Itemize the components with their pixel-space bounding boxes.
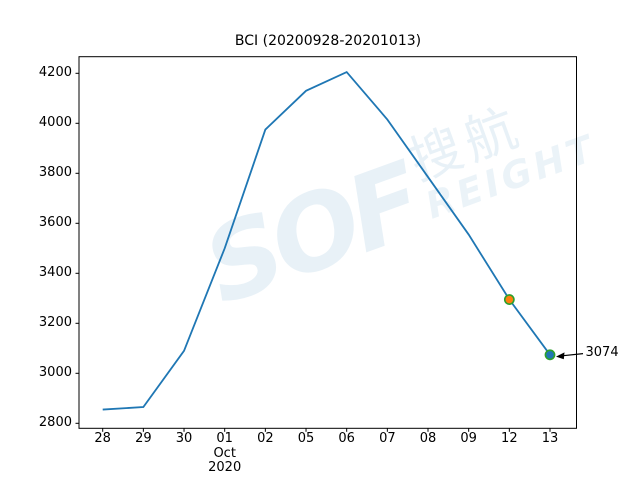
- annotation-arrow-line: [561, 353, 584, 357]
- y-tick-label: 3000: [38, 365, 72, 381]
- annotation-arrowhead: [556, 352, 565, 360]
- y-tick-label: 3800: [38, 165, 72, 181]
- y-tick-label: 4000: [38, 115, 72, 131]
- y-tick-label: 3600: [38, 215, 72, 231]
- x-tick-label: 30: [175, 431, 193, 446]
- y-tick-label: 2800: [38, 415, 72, 431]
- x-tick-label: 05: [297, 431, 315, 446]
- y-tick-label: 3200: [38, 315, 72, 331]
- x-tick-label: 12: [501, 431, 518, 446]
- x-tick-label: 07: [379, 431, 396, 446]
- y-tick-label: 4200: [38, 65, 72, 81]
- bci-line: [102, 70, 551, 411]
- highlight-marker: [544, 349, 556, 361]
- axes-frame: [78, 56, 577, 429]
- highlight-marker: [503, 294, 515, 305]
- x-tick-label: 09: [460, 431, 477, 446]
- x-tick-label: 29: [135, 431, 152, 446]
- x-tick-label: 06: [338, 431, 355, 446]
- x-tick-label: 08: [419, 431, 437, 446]
- x-tick-label: 13: [541, 431, 559, 446]
- chart-title: BCI (20200928-20201013): [234, 33, 422, 49]
- x-tick-label: 28: [94, 431, 111, 446]
- annotation-label: 3074: [585, 344, 619, 360]
- x-tick-label: 01 Oct 2020: [208, 431, 242, 475]
- y-tick-label: 3400: [38, 265, 72, 281]
- x-tick-label: 02: [257, 431, 274, 446]
